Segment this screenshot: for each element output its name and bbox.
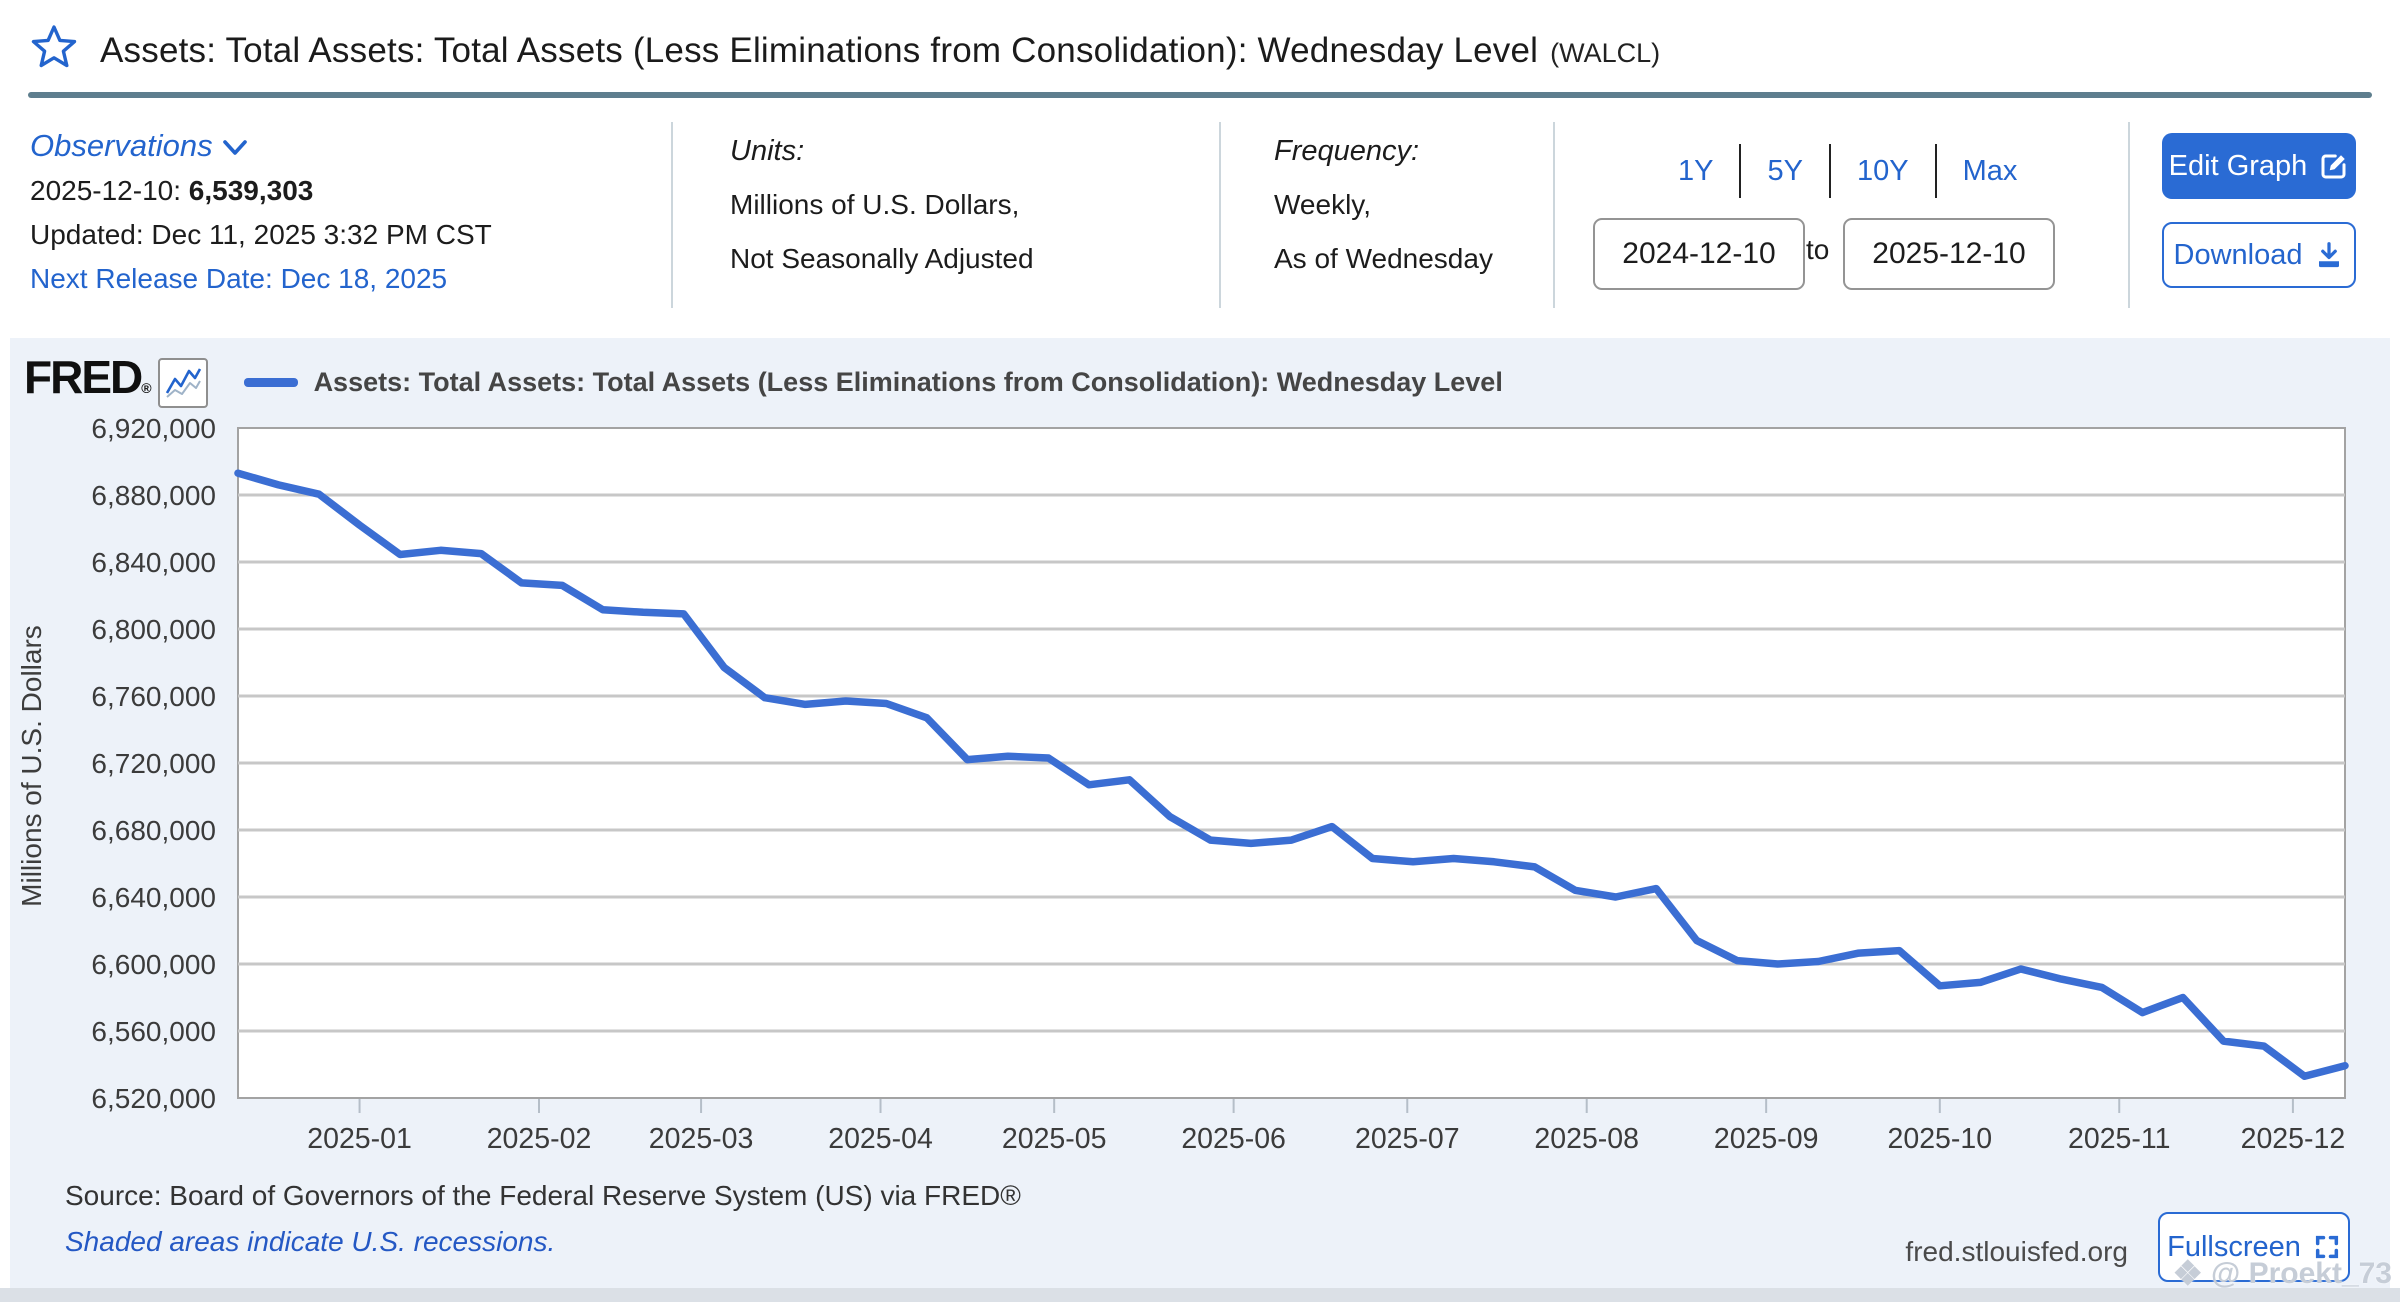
range-separator bbox=[1828, 144, 1831, 198]
source-note: Source: Board of Governors of the Federa… bbox=[65, 1180, 1021, 1211]
series-ticker: (WALCL) bbox=[1550, 38, 1661, 68]
date-range-to-label: to bbox=[1806, 234, 1830, 265]
range-option-max[interactable]: Max bbox=[1962, 154, 2018, 187]
x-tick-label: 2025-11 bbox=[2068, 1123, 2170, 1155]
edit-graph-button[interactable]: Edit Graph bbox=[2162, 133, 2356, 199]
control-divider bbox=[671, 122, 673, 308]
units-block: Units: Millions of U.S. Dollars, Not Sea… bbox=[730, 124, 1034, 286]
favorite-star-icon[interactable] bbox=[30, 22, 78, 75]
range-option-10y[interactable]: 10Y bbox=[1856, 154, 1909, 187]
range-option-5y[interactable]: 5Y bbox=[1767, 154, 1803, 187]
series-line bbox=[234, 469, 2349, 1080]
x-tick-label: 2025-01 bbox=[307, 1123, 412, 1155]
frequency-line2: As of Wednesday bbox=[1274, 243, 1493, 274]
download-icon bbox=[2319, 242, 2340, 268]
frequency-label: Frequency: bbox=[1274, 135, 1420, 167]
x-tick-label: 2025-04 bbox=[828, 1123, 933, 1155]
title-bar: Assets: Total Assets: Total Assets (Less… bbox=[30, 14, 1660, 71]
y-tick-label: 6,560,000 bbox=[91, 1016, 216, 1047]
y-tick-label: 6,520,000 bbox=[91, 1083, 216, 1114]
y-tick-label: 6,840,000 bbox=[91, 547, 216, 578]
control-divider bbox=[2128, 122, 2130, 308]
range-separator bbox=[1934, 144, 1937, 198]
legend-label: Assets: Total Assets: Total Assets (Less… bbox=[313, 367, 1503, 397]
range-option-1y[interactable]: 1Y bbox=[1678, 154, 1714, 187]
edit-graph-label: Edit Graph bbox=[2168, 149, 2308, 182]
y-tick-label: 6,640,000 bbox=[91, 882, 216, 913]
title-divider bbox=[28, 92, 2372, 98]
x-tick-label: 2025-07 bbox=[1355, 1123, 1460, 1155]
latest-observation-value: 6,539,303 bbox=[188, 175, 314, 206]
y-tick-label: 6,600,000 bbox=[91, 949, 216, 980]
download-label: Download bbox=[2173, 238, 2303, 271]
legend-line-swatch bbox=[243, 378, 298, 387]
y-tick-label: 6,720,000 bbox=[91, 748, 216, 779]
control-divider bbox=[1553, 122, 1555, 308]
units-line1: Millions of U.S. Dollars, bbox=[730, 189, 1020, 220]
x-tick-label: 2025-08 bbox=[1534, 1123, 1639, 1155]
updated-timestamp: Updated: Dec 11, 2025 3:32 PM CST bbox=[30, 219, 492, 250]
next-release-link[interactable]: Next Release Date: Dec 18, 2025 bbox=[30, 263, 448, 294]
observations-block: Observations 2025-12-10: 6,539,303 Updat… bbox=[30, 124, 492, 301]
graph-header: FRED® Assets: Total Assets: Total Assets… bbox=[24, 354, 1503, 411]
start-date-input[interactable] bbox=[1593, 218, 1805, 290]
watermark: ❖ @ Proekt_73 bbox=[2173, 1254, 2393, 1294]
y-tick-label: 6,760,000 bbox=[91, 681, 216, 712]
x-tick-label: 2025-02 bbox=[487, 1123, 592, 1155]
x-tick-label: 2025-06 bbox=[1181, 1123, 1286, 1155]
chevron-down-icon bbox=[222, 140, 247, 155]
frequency-block: Frequency: Weekly, As of Wednesday bbox=[1274, 124, 1493, 286]
fred-logo[interactable]: FRED® bbox=[24, 351, 152, 403]
edit-pencil-icon bbox=[2321, 154, 2346, 179]
x-tick-label: 2025-03 bbox=[649, 1123, 754, 1155]
watermark-text: @ Proekt_73 bbox=[2210, 1257, 2392, 1290]
site-url: fred.stlouisfed.org bbox=[1905, 1236, 2128, 1267]
observations-label: Observations bbox=[30, 128, 213, 163]
latest-observation: 2025-12-10: 6,539,303 bbox=[30, 169, 492, 213]
fullscreen-button[interactable]: Fullscreen bbox=[2158, 1212, 2350, 1282]
y-tick-label: 6,920,000 bbox=[91, 413, 216, 444]
graph-panel: FRED® Assets: Total Assets: Total Assets… bbox=[10, 338, 2390, 1288]
range-selector: 1Y 5Y 10Y Max bbox=[1652, 143, 2043, 199]
fullscreen-label: Fullscreen bbox=[2167, 1230, 2301, 1263]
latest-observation-date: 2025-12-10: bbox=[30, 175, 182, 206]
fullscreen-icon bbox=[2315, 1235, 2338, 1259]
units-line2: Not Seasonally Adjusted bbox=[730, 243, 1034, 274]
observations-dropdown[interactable]: Observations bbox=[30, 124, 247, 168]
units-label: Units: bbox=[730, 135, 805, 167]
end-date-input[interactable] bbox=[1843, 218, 2055, 290]
series-legend: Assets: Total Assets: Total Assets (Less… bbox=[243, 367, 1503, 398]
control-divider bbox=[1219, 122, 1221, 308]
download-button[interactable]: Download bbox=[2162, 222, 2356, 288]
x-tick-label: 2025-12 bbox=[2241, 1123, 2346, 1155]
range-separator bbox=[1739, 144, 1742, 198]
y-tick-label: 6,680,000 bbox=[91, 815, 216, 846]
fred-chart-icon bbox=[157, 357, 208, 408]
recession-note-link[interactable]: Shaded areas indicate U.S. recessions. bbox=[65, 1226, 556, 1257]
chart-canvas[interactable]: 6,520,000 6,560,000 6,600,000 6,640,000 6,68… bbox=[10, 338, 2390, 1288]
y-tick-label: 6,800,000 bbox=[91, 614, 216, 645]
y-tick-label: 6,880,000 bbox=[91, 480, 216, 511]
bottom-scroll-strip[interactable] bbox=[0, 1288, 2400, 1302]
x-tick-label: 2025-10 bbox=[1888, 1123, 1993, 1155]
x-tick-label: 2025-09 bbox=[1714, 1123, 1819, 1155]
frequency-line1: Weekly, bbox=[1274, 189, 1371, 220]
page-title: Assets: Total Assets: Total Assets (Less… bbox=[100, 31, 1539, 70]
x-tick-label: 2025-05 bbox=[1002, 1123, 1107, 1155]
watermark-diamond-icon: ❖ bbox=[2172, 1255, 2203, 1293]
